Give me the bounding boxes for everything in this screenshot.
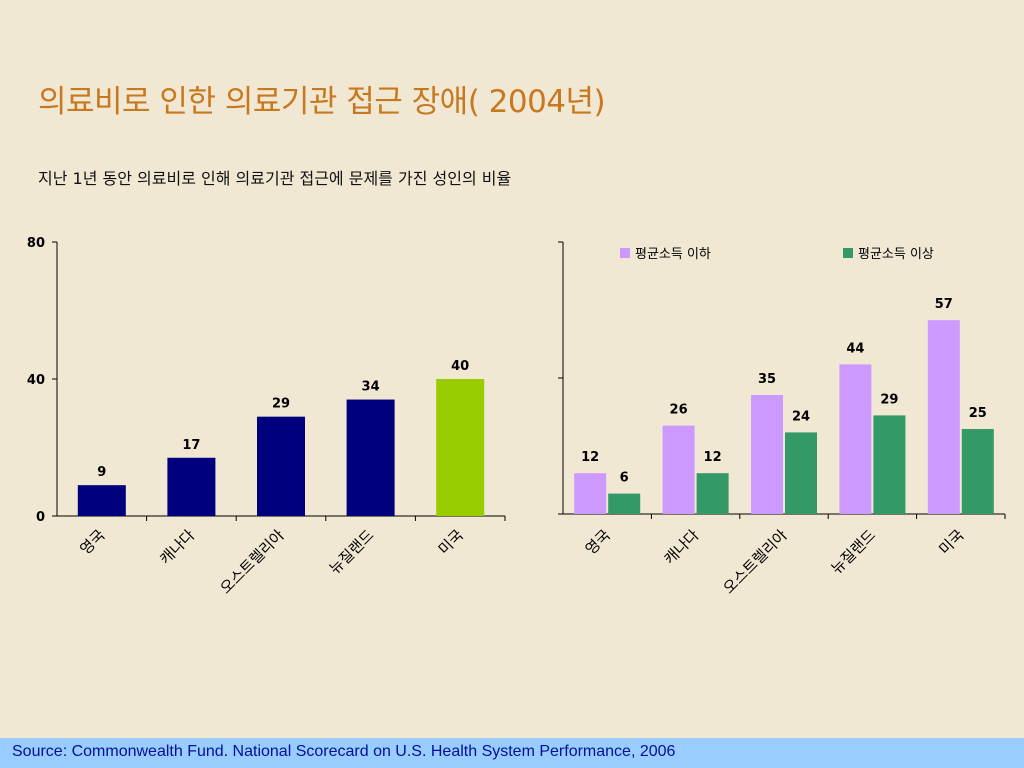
chart2-bar-series2 bbox=[608, 493, 641, 514]
chart1-y-tick-label: 0 bbox=[36, 510, 45, 525]
chart2-data-label: 26 bbox=[670, 403, 688, 418]
chart2-category-label: 뉴질랜드 bbox=[827, 526, 879, 578]
chart1-category-label: 오스트렐리아 bbox=[217, 526, 288, 597]
chart2-data-label: 6 bbox=[620, 471, 629, 486]
chart2-data-label: 29 bbox=[880, 392, 898, 407]
chart2-data-label: 25 bbox=[969, 406, 987, 421]
chart2-data-label: 12 bbox=[581, 450, 599, 465]
chart2-bar-series2 bbox=[961, 429, 994, 514]
charts-canvas: 0 40 80 9 영국 17 캐나다 29 오스트렐리아 34 뉴질랜드 40 미국 12 6 영국 26 12… bbox=[27, 236, 1006, 597]
chart1-category-label: 뉴질랜드 bbox=[326, 526, 378, 578]
chart1-bar bbox=[346, 399, 395, 516]
chart2-legend-swatch bbox=[843, 248, 853, 258]
source-text: Source: Commonwealth Fund. National Scor… bbox=[12, 743, 676, 760]
chart2-category-label: 오스트렐리아 bbox=[720, 526, 791, 597]
chart1-data-label: 40 bbox=[451, 359, 469, 374]
chart1-bar bbox=[257, 416, 305, 516]
chart1-bar bbox=[167, 457, 216, 516]
chart2-bar-series2 bbox=[873, 415, 906, 514]
chart2-bar-series1 bbox=[574, 473, 607, 514]
chart2-data-label: 24 bbox=[792, 409, 810, 424]
chart1-data-label: 29 bbox=[272, 397, 290, 412]
chart2-data-label: 12 bbox=[704, 450, 722, 465]
chart2-category-label: 미국 bbox=[935, 526, 967, 558]
chart2-category-label: 캐나다 bbox=[660, 526, 702, 568]
chart1-category-label: 영국 bbox=[76, 526, 108, 558]
chart1-data-label: 34 bbox=[362, 380, 380, 395]
slide-subtitle: 지난 1년 동안 의료비로 인해 의료기관 접근에 문제를 가진 성인의 비율 bbox=[38, 169, 512, 188]
chart1-bar bbox=[436, 379, 485, 516]
chart1-data-label: 9 bbox=[97, 465, 106, 480]
chart2-bar-series2 bbox=[696, 473, 729, 514]
chart1-category-label: 미국 bbox=[435, 526, 467, 558]
chart1-y-tick-label: 40 bbox=[27, 373, 45, 388]
chart2-bar-series1 bbox=[927, 320, 960, 514]
chart2-data-label: 35 bbox=[758, 372, 776, 387]
source-bar: Source: Commonwealth Fund. National Scor… bbox=[0, 738, 1024, 768]
chart1-bar bbox=[77, 485, 126, 516]
chart2-bar-series1 bbox=[662, 425, 695, 514]
chart2-legend-label: 평균소득 이상 bbox=[858, 247, 934, 262]
slide-title: 의료비로 인한 의료기관 접근 장애( 2004년) bbox=[38, 84, 606, 120]
chart1-data-label: 17 bbox=[182, 438, 200, 453]
chart2-bar-series2 bbox=[785, 432, 817, 514]
chart1-category-label: 캐나다 bbox=[156, 526, 198, 568]
chart2-category-label: 영국 bbox=[582, 526, 614, 558]
chart2-bar-series1 bbox=[839, 364, 872, 514]
chart2-legend-swatch bbox=[620, 248, 630, 258]
chart1-y-tick-label: 80 bbox=[27, 236, 45, 251]
chart2-legend-label: 평균소득 이하 bbox=[635, 247, 711, 262]
chart2-data-label: 57 bbox=[935, 297, 953, 312]
chart2-data-label: 44 bbox=[846, 341, 864, 356]
chart2-bar-series1 bbox=[751, 395, 783, 514]
